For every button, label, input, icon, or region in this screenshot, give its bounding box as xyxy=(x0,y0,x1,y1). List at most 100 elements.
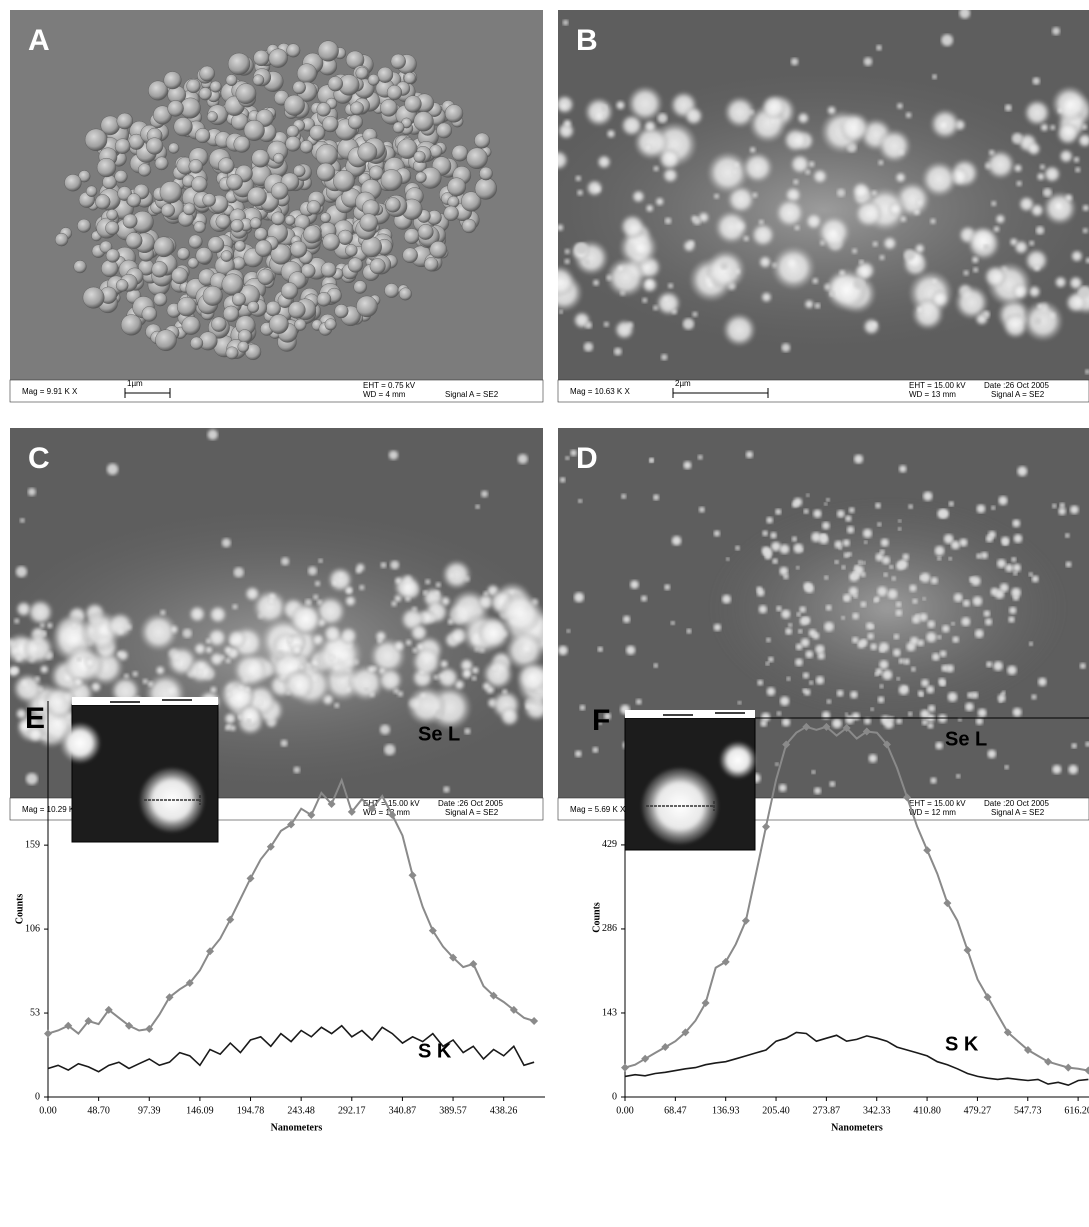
particle xyxy=(380,725,390,735)
particle xyxy=(95,194,110,209)
particle xyxy=(827,699,831,703)
particle xyxy=(845,713,848,716)
particle xyxy=(630,580,638,588)
particle xyxy=(954,593,963,602)
particle xyxy=(307,200,321,214)
particle xyxy=(203,286,223,306)
particle xyxy=(843,539,850,546)
particle xyxy=(1017,466,1027,476)
particle xyxy=(621,115,643,137)
particle xyxy=(1058,508,1066,516)
particle xyxy=(471,666,479,674)
particle xyxy=(321,262,336,277)
particle xyxy=(560,477,565,482)
particle xyxy=(615,320,635,340)
particle xyxy=(584,342,593,351)
particle xyxy=(1013,564,1021,572)
particle xyxy=(837,510,845,518)
particle xyxy=(565,456,569,460)
particle xyxy=(244,120,265,141)
particle xyxy=(732,169,738,175)
particle xyxy=(210,652,224,666)
particle xyxy=(762,530,768,536)
particle xyxy=(64,645,104,685)
particle xyxy=(796,566,799,569)
signal: Signal A = SE2 xyxy=(445,390,499,399)
particle xyxy=(443,786,449,792)
y-tick-label: 0 xyxy=(35,1091,40,1102)
particle xyxy=(85,658,95,668)
date: Date :26 Oct 2005 xyxy=(984,381,1049,390)
particle xyxy=(976,553,981,558)
particle xyxy=(518,454,528,464)
particle xyxy=(574,592,584,602)
particle xyxy=(378,668,402,692)
particle xyxy=(1039,164,1045,170)
particle xyxy=(824,576,828,580)
date: Date :26 Oct 2005 xyxy=(438,799,503,808)
particle xyxy=(895,172,906,183)
particle xyxy=(804,299,814,309)
x-tick-label: 547.73 xyxy=(1014,1105,1042,1116)
particle xyxy=(735,546,740,551)
particle xyxy=(464,728,470,734)
wd: WD = 4 mm xyxy=(363,390,406,399)
particle xyxy=(377,67,393,83)
particle xyxy=(320,213,330,223)
particle xyxy=(1029,642,1033,646)
particle xyxy=(425,579,431,585)
particle xyxy=(847,143,857,153)
particle xyxy=(698,455,703,460)
particle xyxy=(1005,104,1012,111)
particle xyxy=(1012,283,1028,299)
particle xyxy=(854,454,863,463)
panel-letter: B xyxy=(576,24,598,57)
particle xyxy=(921,679,929,687)
particle xyxy=(896,609,903,616)
particle xyxy=(923,491,932,500)
particle xyxy=(580,705,586,711)
inset-particle xyxy=(720,742,756,778)
particle xyxy=(556,224,564,232)
x-tick-label: 273.87 xyxy=(813,1105,841,1116)
particle xyxy=(935,546,945,556)
particle xyxy=(912,615,920,623)
particle xyxy=(222,274,243,295)
particle xyxy=(854,278,865,289)
marker xyxy=(702,999,710,1007)
particle xyxy=(761,292,772,303)
particle xyxy=(772,246,815,289)
particle xyxy=(687,629,692,634)
particle xyxy=(879,255,885,261)
particle xyxy=(1005,564,1013,572)
y-tick-label: 53 xyxy=(30,1007,40,1018)
particle xyxy=(798,629,802,633)
particle xyxy=(1070,505,1079,514)
particle xyxy=(900,216,907,223)
particle xyxy=(661,354,667,360)
particle xyxy=(762,546,771,555)
particle xyxy=(593,747,599,753)
particle xyxy=(607,129,616,138)
particle xyxy=(561,102,568,109)
particle xyxy=(805,584,814,593)
particle xyxy=(746,451,753,458)
particle xyxy=(405,639,412,646)
particle xyxy=(751,223,775,247)
series-name: Se L xyxy=(945,728,987,750)
particle xyxy=(1073,156,1080,163)
particle xyxy=(332,580,338,586)
particle xyxy=(1031,694,1036,699)
particle xyxy=(776,606,781,611)
particle xyxy=(632,190,645,203)
marker xyxy=(409,871,417,879)
particle xyxy=(645,144,652,151)
particle xyxy=(699,507,705,513)
particle xyxy=(189,235,203,249)
particle xyxy=(809,681,813,685)
particle xyxy=(614,348,622,356)
particle xyxy=(738,701,742,705)
particle xyxy=(189,159,203,173)
particle xyxy=(1075,167,1081,173)
particle xyxy=(940,681,946,687)
